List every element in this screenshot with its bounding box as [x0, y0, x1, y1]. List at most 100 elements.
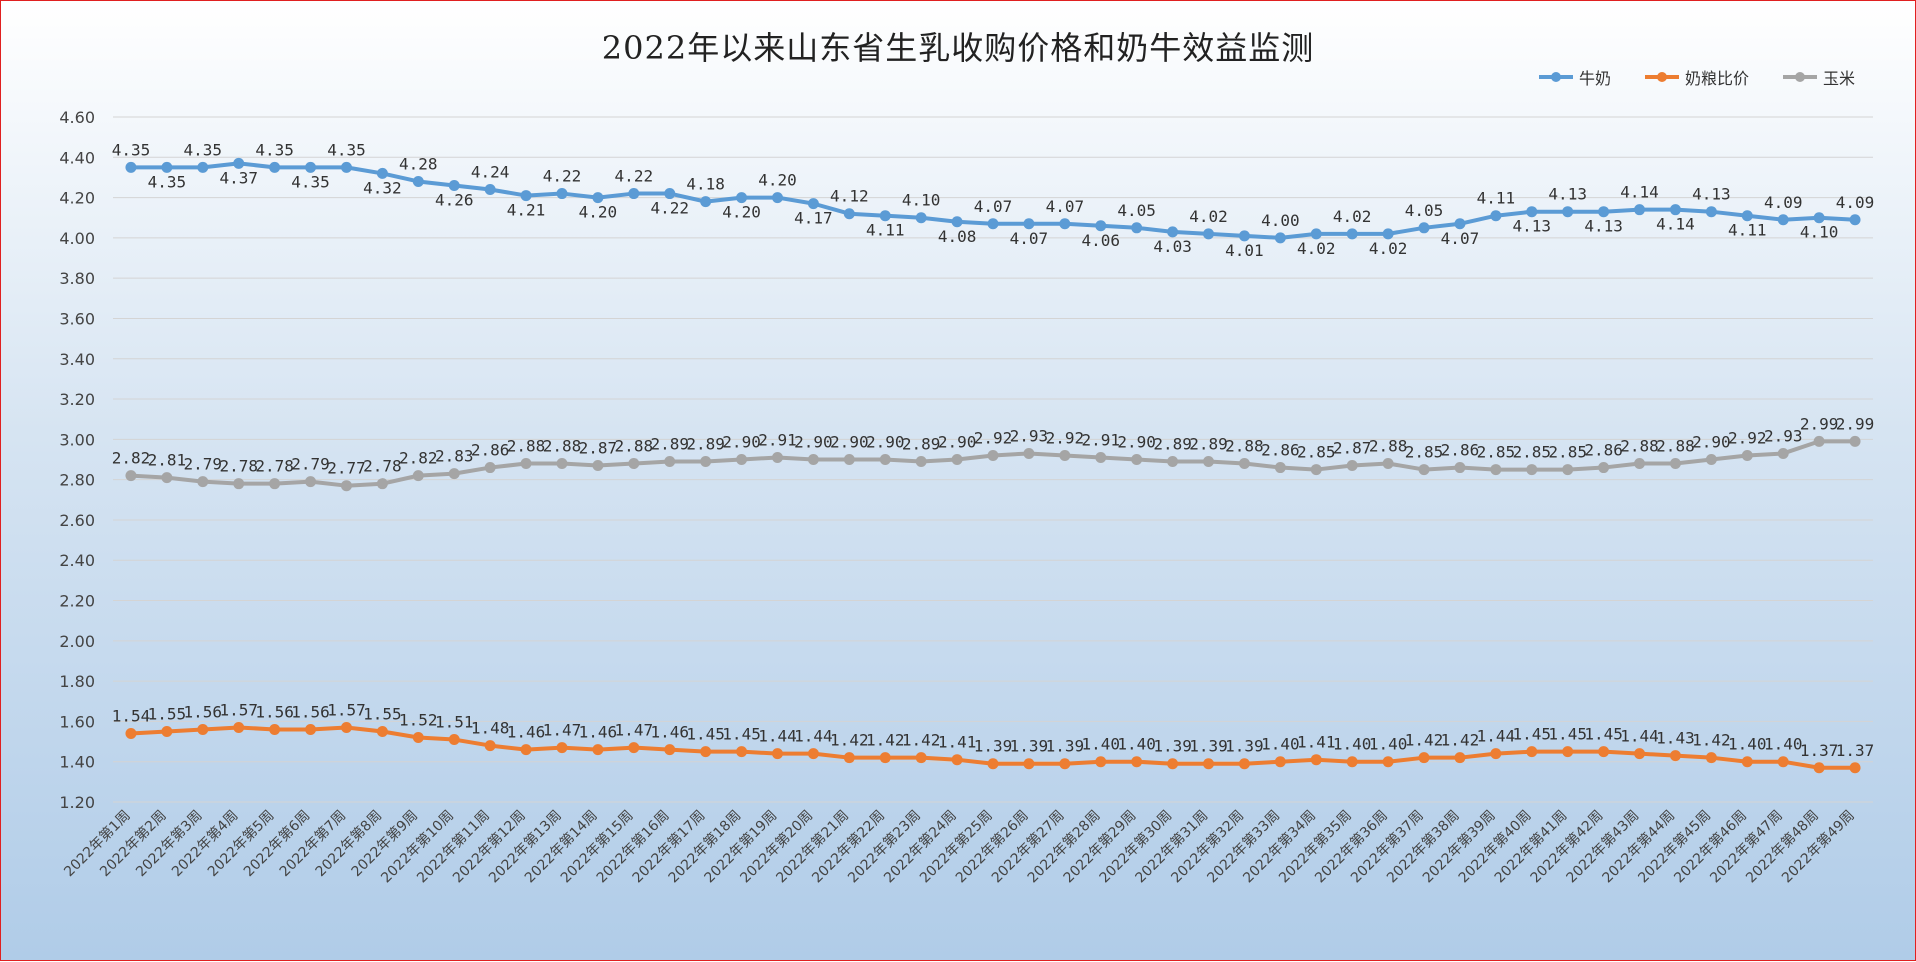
data-point-ratio — [1634, 748, 1646, 760]
data-point-ratio — [1777, 756, 1789, 768]
data-point-ratio — [807, 748, 819, 760]
y-tick-label: 3.00 — [59, 430, 95, 449]
data-label-milk: 4.20 — [722, 203, 761, 222]
data-point-milk — [592, 192, 604, 204]
data-point-ratio — [1131, 756, 1143, 768]
data-label-ratio: 1.42 — [866, 731, 905, 750]
data-label-ratio: 1.45 — [1584, 725, 1623, 744]
data-point-corn — [484, 462, 496, 474]
data-point-milk — [879, 210, 891, 222]
data-point-corn — [1023, 447, 1035, 459]
data-point-corn — [305, 476, 317, 488]
data-label-ratio: 1.42 — [830, 731, 869, 750]
data-label-ratio: 1.37 — [1836, 741, 1875, 760]
data-label-ratio: 1.42 — [1692, 731, 1731, 750]
data-label-milk: 4.14 — [1656, 215, 1695, 234]
data-point-corn — [771, 451, 783, 463]
data-label-corn: 2.92 — [1046, 428, 1085, 447]
legend-marker-milk — [1550, 72, 1561, 82]
data-label-ratio: 1.44 — [1477, 727, 1516, 746]
data-point-ratio — [448, 734, 460, 746]
data-point-ratio — [951, 754, 963, 766]
legend-item-ratio: 奶粮比价 — [1644, 65, 1749, 89]
data-point-corn — [1131, 454, 1143, 465]
data-label-corn: 2.77 — [327, 459, 366, 478]
data-label-ratio: 1.44 — [794, 727, 833, 746]
data-point-milk — [1490, 210, 1502, 222]
data-label-milk: 4.10 — [1800, 223, 1839, 242]
data-label-ratio: 1.41 — [1297, 733, 1336, 752]
data-label-ratio: 1.39 — [974, 737, 1013, 756]
data-label-milk: 4.09 — [1836, 193, 1875, 212]
data-point-corn — [1274, 462, 1286, 474]
data-point-corn — [1346, 460, 1358, 472]
data-label-ratio: 1.57 — [327, 700, 366, 719]
data-point-milk — [1382, 228, 1394, 240]
y-tick-label: 3.60 — [59, 309, 95, 328]
y-tick-label: 1.20 — [59, 793, 95, 812]
data-label-ratio: 1.42 — [1441, 731, 1480, 750]
y-tick-label: 3.20 — [59, 390, 95, 409]
data-point-milk — [269, 161, 281, 173]
data-point-milk — [1741, 210, 1753, 222]
data-point-milk — [484, 184, 496, 196]
data-point-ratio — [556, 742, 568, 754]
legend-marker-ratio — [1656, 72, 1667, 82]
data-point-milk — [448, 180, 460, 191]
y-tick-label: 4.20 — [59, 189, 95, 208]
data-point-milk — [1203, 228, 1215, 240]
data-point-corn — [1813, 435, 1825, 447]
data-label-corn: 2.79 — [184, 455, 223, 474]
data-label-milk: 4.10 — [902, 191, 941, 210]
data-point-milk — [915, 212, 927, 224]
data-point-milk — [1634, 204, 1646, 216]
data-point-corn — [1598, 462, 1610, 474]
data-point-ratio — [1310, 754, 1322, 766]
data-point-corn — [376, 478, 388, 490]
data-label-corn: 2.88 — [1225, 437, 1264, 456]
data-point-ratio — [1813, 762, 1825, 774]
y-tick-label: 1.80 — [59, 672, 95, 691]
data-point-ratio — [1418, 752, 1430, 764]
data-label-corn: 2.90 — [1692, 433, 1731, 452]
data-point-corn — [1418, 464, 1430, 476]
data-label-milk: 4.02 — [1369, 239, 1408, 258]
y-tick-label: 2.20 — [59, 592, 95, 611]
data-point-ratio — [1562, 746, 1574, 758]
data-label-ratio: 1.48 — [471, 719, 510, 738]
data-point-corn — [233, 478, 245, 490]
data-point-ratio — [1382, 756, 1394, 768]
data-label-ratio: 1.39 — [1010, 737, 1049, 756]
data-label-milk: 4.13 — [1513, 217, 1552, 236]
chart-title: 2022年以来山东省生乳收购价格和奶牛效益监测 — [601, 29, 1315, 67]
data-label-milk: 4.17 — [794, 209, 833, 228]
data-point-corn — [915, 456, 927, 468]
data-label-ratio: 1.40 — [1728, 735, 1767, 754]
data-label-milk: 4.35 — [327, 140, 366, 159]
data-point-ratio — [1023, 758, 1035, 770]
data-label-corn: 2.86 — [1441, 441, 1480, 460]
data-label-corn: 2.81 — [148, 451, 187, 470]
data-point-ratio — [1669, 750, 1681, 762]
data-point-corn — [1203, 456, 1215, 468]
data-label-milk: 4.07 — [1441, 229, 1480, 248]
data-point-milk — [1095, 220, 1107, 232]
data-label-milk: 4.00 — [1261, 211, 1300, 230]
data-label-corn: 2.92 — [974, 428, 1013, 447]
data-point-corn — [1741, 449, 1753, 461]
data-point-corn — [987, 449, 999, 461]
data-point-corn — [736, 454, 748, 465]
data-label-corn: 2.99 — [1836, 414, 1875, 433]
data-point-milk — [1669, 204, 1681, 216]
legend: 牛奶 奶粮比价 玉米 — [1538, 65, 1855, 89]
data-point-corn — [592, 460, 604, 472]
data-label-corn: 2.87 — [579, 439, 618, 458]
data-point-ratio — [1705, 752, 1717, 764]
data-point-milk — [628, 188, 640, 200]
data-point-milk — [233, 157, 245, 169]
data-point-corn — [1059, 449, 1071, 461]
y-tick-label: 2.00 — [59, 632, 95, 651]
data-point-milk — [1813, 212, 1825, 224]
data-point-ratio — [1598, 746, 1610, 758]
data-label-corn: 2.88 — [615, 437, 654, 456]
